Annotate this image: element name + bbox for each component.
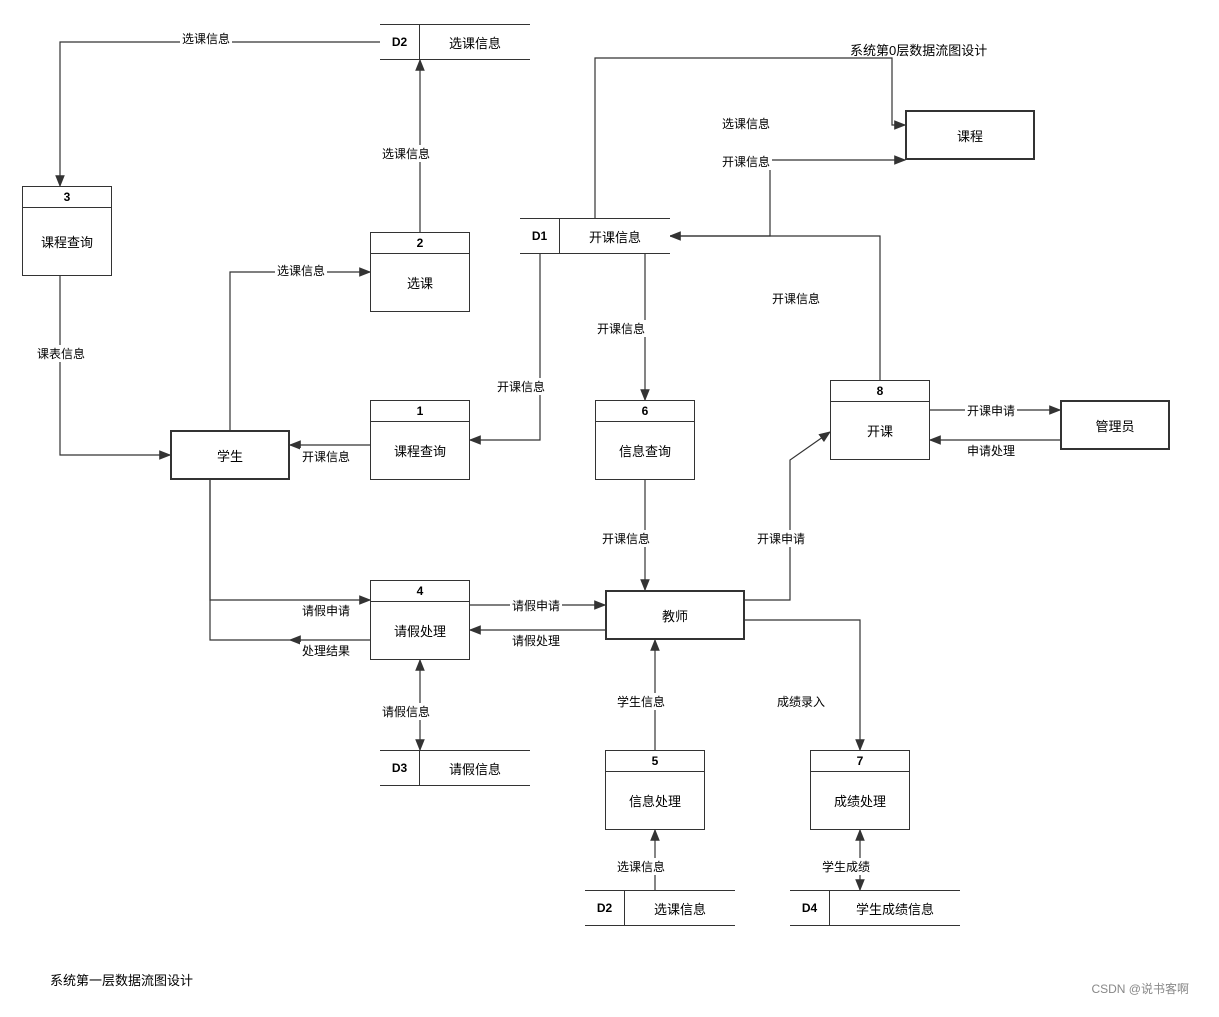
datastore-id: D4 xyxy=(790,891,830,925)
edge-label-0: 选课信息 xyxy=(180,30,232,47)
edge-21 xyxy=(745,432,830,600)
process-id: 2 xyxy=(371,233,469,254)
process-label: 开课 xyxy=(831,402,929,459)
edge-4 xyxy=(230,272,370,430)
watermark: CSDN @说书客啊 xyxy=(1091,980,1189,997)
datastore-id: D2 xyxy=(585,891,625,925)
datastore-label: 选课信息 xyxy=(625,891,735,925)
process-label: 课程查询 xyxy=(371,422,469,479)
edge-label-18: 选课信息 xyxy=(615,858,667,875)
process-4: 4请假处理 xyxy=(370,580,470,660)
process-id: 7 xyxy=(811,751,909,772)
datastore-D2-3: D2选课信息 xyxy=(585,890,735,926)
process-7: 7成绩处理 xyxy=(810,750,910,830)
process-label: 选课 xyxy=(371,254,469,311)
entity-课程: 课程 xyxy=(905,110,1035,160)
edge-label-3: 开课信息 xyxy=(300,448,352,465)
datastore-label: 选课信息 xyxy=(420,25,530,59)
datastore-D3-2: D3请假信息 xyxy=(380,750,530,786)
edge-label-20: 学生成绩 xyxy=(820,858,872,875)
process-id: 6 xyxy=(596,401,694,422)
process-id: 3 xyxy=(23,187,111,208)
edge-19 xyxy=(745,620,860,750)
datastore-D4-4: D4学生成绩信息 xyxy=(790,890,960,926)
edge-label-9: 开课信息 xyxy=(600,530,652,547)
edge-12 xyxy=(210,480,290,640)
edge-label-6: 选课信息 xyxy=(720,115,772,132)
edge-label-23: 开课申请 xyxy=(965,402,1017,419)
edge-5 xyxy=(470,254,540,440)
edges-layer xyxy=(0,0,1219,1017)
process-label: 信息查询 xyxy=(596,422,694,479)
edge-label-8: 开课信息 xyxy=(595,320,647,337)
process-id: 5 xyxy=(606,751,704,772)
edge-7 xyxy=(670,160,905,236)
edge-label-19: 成绩录入 xyxy=(775,693,827,710)
process-8: 8开课 xyxy=(830,380,930,460)
edge-label-17: 学生信息 xyxy=(615,693,667,710)
datastore-label: 学生成绩信息 xyxy=(830,891,960,925)
process-2: 2选课 xyxy=(370,232,470,312)
edge-label-15: 请假处理 xyxy=(510,632,562,649)
process-5: 5信息处理 xyxy=(605,750,705,830)
process-3: 3课程查询 xyxy=(22,186,112,276)
process-id: 4 xyxy=(371,581,469,602)
title-top: 系统第0层数据流图设计 xyxy=(850,40,987,59)
edge-label-21: 开课申请 xyxy=(755,530,807,547)
edge-label-16: 请假信息 xyxy=(380,703,432,720)
process-label: 信息处理 xyxy=(606,772,704,829)
process-label: 课程查询 xyxy=(23,208,111,275)
edge-22 xyxy=(670,236,880,380)
edge-2 xyxy=(60,276,170,455)
process-6: 6信息查询 xyxy=(595,400,695,480)
edge-label-5: 开课信息 xyxy=(495,378,547,395)
process-label: 请假处理 xyxy=(371,602,469,659)
process-id: 1 xyxy=(371,401,469,422)
edge-label-10: 请假申请 xyxy=(300,602,352,619)
datastore-label: 请假信息 xyxy=(420,751,530,785)
process-label: 成绩处理 xyxy=(811,772,909,829)
edge-label-11: 处理结果 xyxy=(300,642,352,659)
datastore-id: D2 xyxy=(380,25,420,59)
edge-label-1: 选课信息 xyxy=(380,145,432,162)
edge-label-7: 开课信息 xyxy=(720,153,772,170)
datastore-D2-0: D2选课信息 xyxy=(380,24,530,60)
datastore-label: 开课信息 xyxy=(560,219,670,253)
title-bottom: 系统第一层数据流图设计 xyxy=(50,970,193,989)
edge-label-2: 课表信息 xyxy=(35,345,87,362)
edge-0 xyxy=(60,42,380,186)
edge-label-4: 选课信息 xyxy=(275,262,327,279)
process-id: 8 xyxy=(831,381,929,402)
process-1: 1课程查询 xyxy=(370,400,470,480)
entity-教师: 教师 xyxy=(605,590,745,640)
edge-label-24: 申请处理 xyxy=(965,442,1017,459)
datastore-id: D3 xyxy=(380,751,420,785)
edge-13 xyxy=(210,480,290,600)
datastore-id: D1 xyxy=(520,219,560,253)
entity-管理员: 管理员 xyxy=(1060,400,1170,450)
edge-label-14: 请假申请 xyxy=(510,597,562,614)
entity-学生: 学生 xyxy=(170,430,290,480)
datastore-D1-1: D1开课信息 xyxy=(520,218,670,254)
edge-label-22: 开课信息 xyxy=(770,290,822,307)
